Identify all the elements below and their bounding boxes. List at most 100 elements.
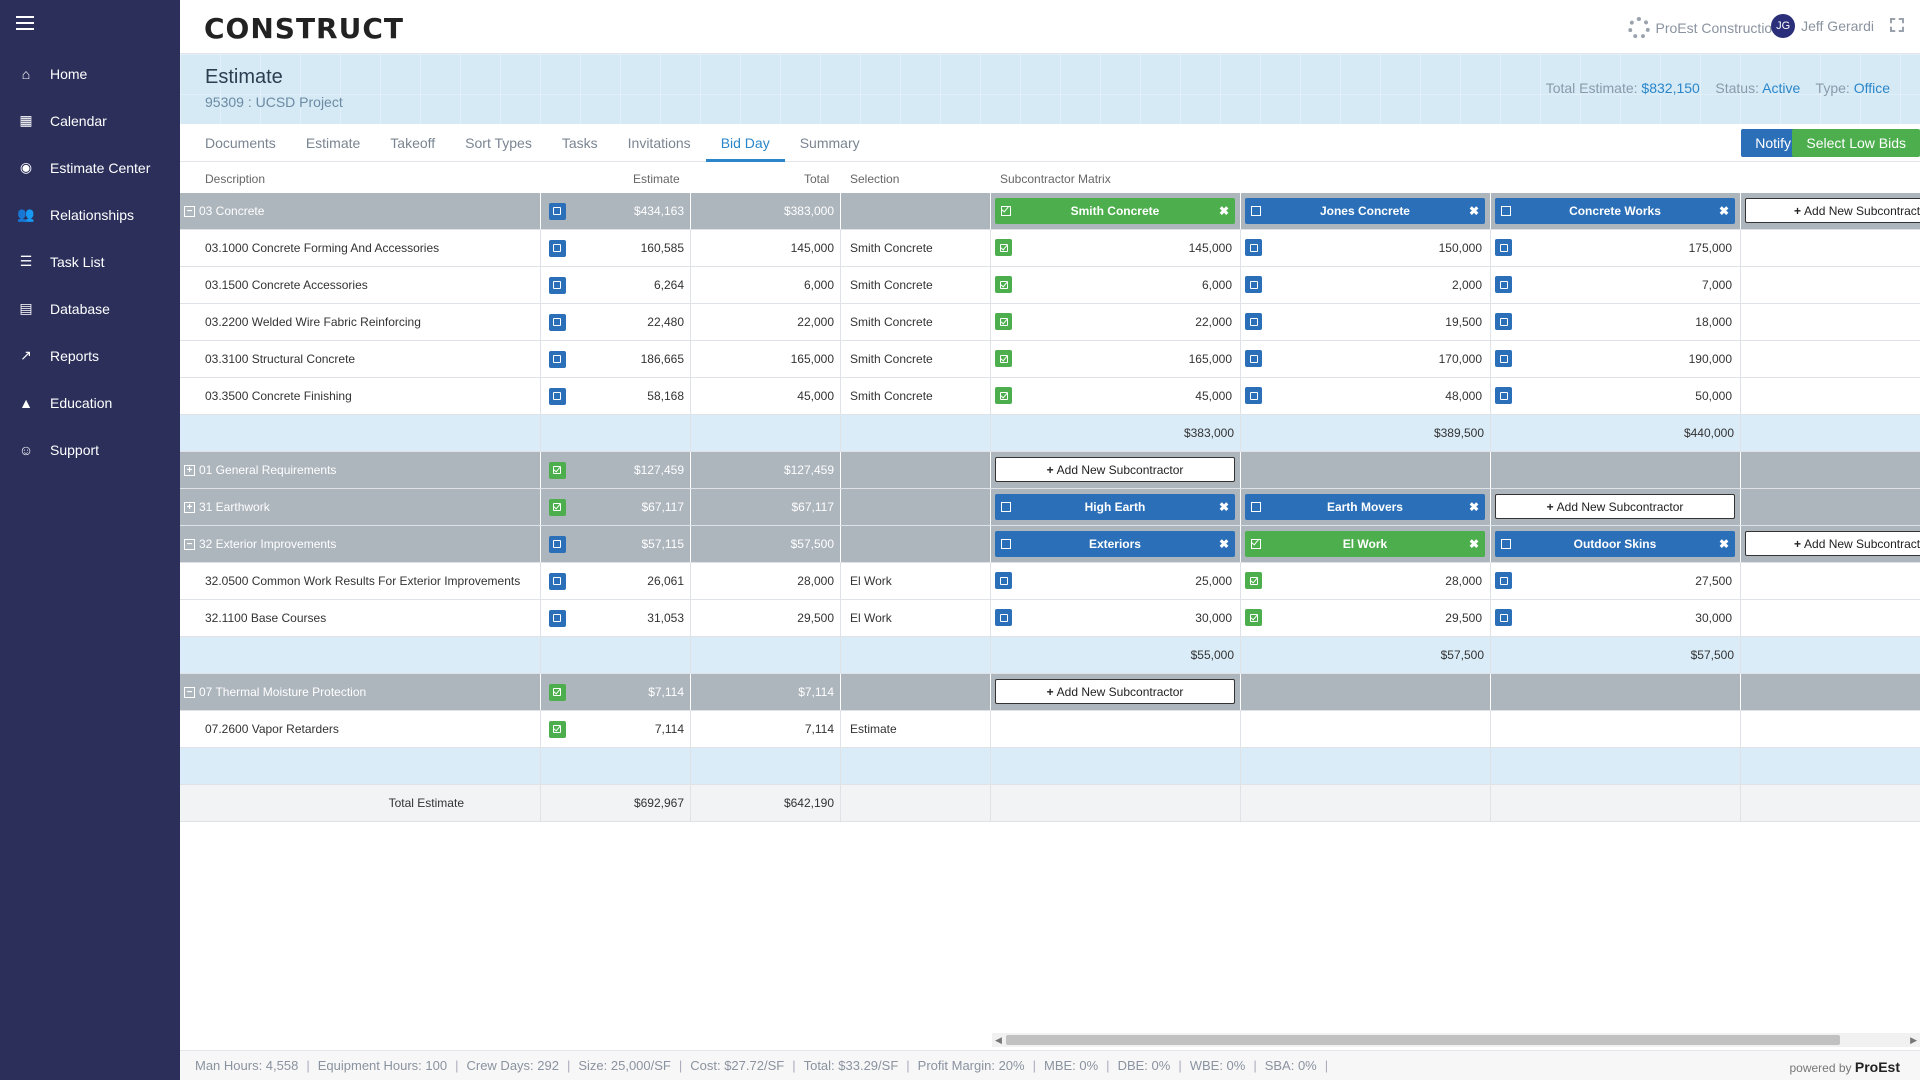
remove-icon[interactable]: ✖	[1718, 537, 1729, 551]
subcontractor-select-checkbox[interactable]	[1001, 539, 1011, 549]
subcontractor-select-checkbox[interactable]	[1251, 502, 1261, 512]
add-new-subcontractor-button[interactable]: + Add New Subcontractor	[995, 679, 1235, 704]
item-checkbox[interactable]	[548, 387, 566, 405]
tab-tasks[interactable]: Tasks	[561, 135, 598, 151]
collapse-icon[interactable]: −	[184, 538, 195, 550]
add-new-subcontractor-button[interactable]: + Add New Subcontractor	[1745, 198, 1920, 223]
sidebar-item-reports[interactable]: ↗ Reports	[0, 332, 180, 379]
bid-checkbox[interactable]	[1495, 572, 1512, 589]
group-checkbox[interactable]	[548, 202, 566, 220]
bid-checkbox[interactable]	[995, 276, 1012, 293]
item-checkbox[interactable]	[548, 350, 566, 368]
sidebar-item-calendar[interactable]: ▦ Calendar	[0, 97, 180, 144]
subcontractor-select-checkbox[interactable]	[1501, 539, 1511, 549]
collapse-icon[interactable]: −	[184, 686, 195, 698]
select-low-bids-button[interactable]: Select Low Bids	[1792, 129, 1920, 157]
subcontractor-header[interactable]: Concrete Works ✖	[1495, 198, 1735, 224]
group-checkbox[interactable]	[548, 535, 566, 553]
group-row[interactable]: −03 Concrete $434,163 $383,000 Smith Concre…	[180, 193, 1920, 230]
bid-checkbox[interactable]	[1245, 572, 1262, 589]
remove-icon[interactable]: ✖	[1718, 204, 1729, 218]
expand-icon[interactable]: +	[184, 501, 195, 513]
group-row[interactable]: +31 Earthwork $67,117 $67,117 High Earth ✖ Ea…	[180, 489, 1920, 526]
bid-checkbox[interactable]	[1495, 239, 1512, 256]
subcontractor-header[interactable]: Smith Concrete ✖	[995, 198, 1235, 224]
remove-icon[interactable]: ✖	[1218, 537, 1229, 551]
sidebar-item-database[interactable]: ▤ Database	[0, 285, 180, 332]
bid-checkbox[interactable]	[1245, 239, 1262, 256]
tab-invitations[interactable]: Invitations	[627, 135, 691, 151]
subcontractor-header[interactable]: Earth Movers ✖	[1245, 494, 1485, 520]
subcontractor-select-checkbox[interactable]	[1501, 206, 1511, 216]
bid-checkbox[interactable]	[1495, 387, 1512, 404]
add-new-subcontractor-button[interactable]: + Add New Subcontractor	[1745, 531, 1920, 556]
bid-checkbox[interactable]	[995, 239, 1012, 256]
tab-sort-types[interactable]: Sort Types	[465, 135, 532, 151]
bid-checkbox[interactable]	[995, 313, 1012, 330]
collapse-icon[interactable]: −	[184, 205, 195, 217]
scroll-left-icon[interactable]: ◀	[995, 1035, 1002, 1045]
group-checkbox[interactable]	[548, 498, 566, 516]
tab-documents[interactable]: Documents	[205, 135, 276, 151]
item-checkbox[interactable]	[548, 572, 566, 590]
item-checkbox[interactable]	[548, 276, 566, 294]
group-checkbox[interactable]	[548, 461, 566, 479]
tab-takeoff[interactable]: Takeoff	[390, 135, 436, 151]
group-row[interactable]: −07 Thermal Moisture Protection $7,114 $7,…	[180, 674, 1920, 711]
bid-checkbox[interactable]	[1245, 276, 1262, 293]
subcontractor-select-checkbox[interactable]	[1251, 539, 1261, 549]
remove-icon[interactable]: ✖	[1218, 204, 1229, 218]
fullscreen-icon[interactable]	[1890, 18, 1904, 32]
item-checkbox[interactable]	[548, 720, 566, 738]
sidebar-item-education[interactable]: ▲ Education	[0, 379, 180, 426]
sidebar-item-task-list[interactable]: ☰ Task List	[0, 238, 180, 285]
remove-icon[interactable]: ✖	[1218, 500, 1229, 514]
bid-checkbox[interactable]	[995, 387, 1012, 404]
construct-logo[interactable]: CONSTRUCT	[204, 12, 404, 45]
item-checkbox[interactable]	[548, 609, 566, 627]
item-checkbox[interactable]	[548, 239, 566, 257]
bid-checkbox[interactable]	[1495, 609, 1512, 626]
add-new-subcontractor-button[interactable]: + Add New Subcontractor	[1495, 494, 1735, 519]
bid-checkbox[interactable]	[1495, 276, 1512, 293]
subcontractor-select-checkbox[interactable]	[1001, 502, 1011, 512]
subcontractor-header[interactable]: Jones Concrete ✖	[1245, 198, 1485, 224]
sidebar-item-support[interactable]: ☺ Support	[0, 426, 180, 473]
remove-icon[interactable]: ✖	[1468, 204, 1479, 218]
scrollbar-thumb[interactable]	[1006, 1035, 1840, 1045]
tab-bid-day[interactable]: Bid Day	[705, 124, 785, 162]
bid-checkbox[interactable]	[995, 609, 1012, 626]
item-checkbox[interactable]	[548, 313, 566, 331]
group-row[interactable]: −32 Exterior Improvements $57,115 $57,500 E…	[180, 526, 1920, 563]
tab-estimate[interactable]: Estimate	[305, 135, 361, 151]
bid-checkbox[interactable]	[1245, 609, 1262, 626]
sidebar-item-estimate-center[interactable]: ◉ Estimate Center	[0, 144, 180, 191]
sidebar-item-home[interactable]: ⌂ Home	[0, 50, 180, 97]
bid-checkbox[interactable]	[995, 572, 1012, 589]
scroll-right-icon[interactable]: ▶	[1910, 1035, 1917, 1045]
subcontractor-header[interactable]: Exteriors ✖	[995, 531, 1235, 557]
remove-icon[interactable]: ✖	[1468, 500, 1479, 514]
bid-checkbox[interactable]	[1495, 313, 1512, 330]
bid-checkbox[interactable]	[1245, 387, 1262, 404]
user-menu[interactable]: JG Jeff Gerardi	[1771, 14, 1874, 38]
hamburger-menu-icon[interactable]	[16, 16, 34, 30]
subcontractor-header[interactable]: Outdoor Skins ✖	[1495, 531, 1735, 557]
group-checkbox[interactable]	[548, 683, 566, 701]
bid-checkbox[interactable]	[995, 350, 1012, 367]
subcontractor-header[interactable]: High Earth ✖	[995, 494, 1235, 520]
subcontractor-select-checkbox[interactable]	[1251, 206, 1261, 216]
bid-checkbox[interactable]	[1245, 313, 1262, 330]
bid-checkbox[interactable]	[1245, 350, 1262, 367]
add-new-subcontractor-button[interactable]: + Add New Subcontractor	[995, 457, 1235, 482]
expand-icon[interactable]: +	[184, 464, 195, 476]
group-row[interactable]: +01 General Requirements $127,459 $127,459…	[180, 452, 1920, 489]
horizontal-scrollbar[interactable]: ◀ ▶	[992, 1033, 1920, 1047]
sidebar-item-relationships[interactable]: 👥 Relationships	[0, 191, 180, 238]
company-switcher[interactable]: ProEst Construction	[1627, 17, 1780, 39]
bid-checkbox[interactable]	[1495, 350, 1512, 367]
tab-summary[interactable]: Summary	[799, 135, 860, 151]
remove-icon[interactable]: ✖	[1468, 537, 1479, 551]
subcontractor-select-checkbox[interactable]	[1001, 206, 1011, 216]
subcontractor-header[interactable]: El Work ✖	[1245, 531, 1485, 557]
